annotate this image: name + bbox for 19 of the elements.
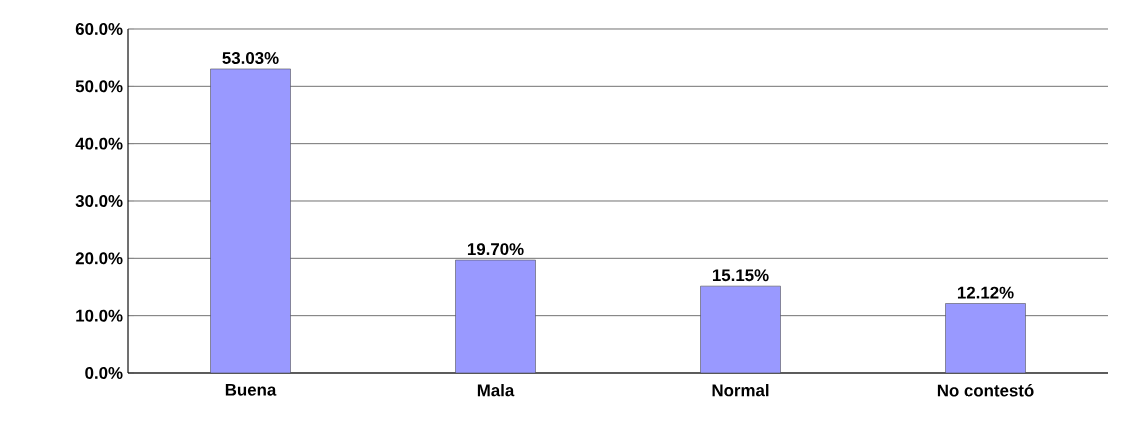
y-tick-label: 0.0% [85,367,123,379]
bar [945,303,1026,374]
y-tick-label: 30.0% [75,195,123,207]
bar [700,285,781,374]
y-tick-label: 20.0% [75,252,123,265]
data-label: 12.12% [957,286,1014,299]
y-tick-label: 10.0% [76,309,123,322]
y-tick-label: 60.0% [75,23,123,35]
bar [210,68,291,374]
data-label: 19.70% [467,243,524,256]
y-tick-label: 50.0% [75,80,123,93]
x-tick-label: Normal [712,383,769,397]
x-tick-label: Buena [225,383,277,396]
data-label: 15.15% [712,269,769,282]
y-tick-label: 40.0% [75,137,123,150]
bar [455,259,536,374]
x-tick-label: No contestó [937,383,1034,397]
data-label: 53.03% [222,52,279,64]
x-tick-label: Mala [477,383,515,397]
